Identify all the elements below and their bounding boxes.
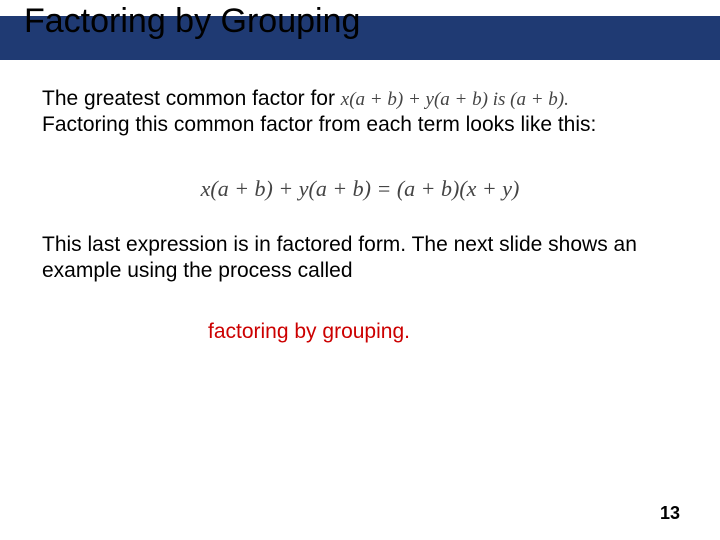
paragraph-2: This last expression is in factored form… xyxy=(42,232,678,285)
para1-prefix: The greatest common factor for xyxy=(42,87,341,110)
display-equation: x(a + b) + y(a + b) = (a + b)(x + y) xyxy=(0,176,720,202)
math-inline-is: is xyxy=(488,89,510,110)
keyword-text: factoring by grouping. xyxy=(208,320,410,344)
paragraph-1: The greatest common factor for x(a + b) … xyxy=(42,86,678,139)
slide-container: Factoring by Grouping The greatest commo… xyxy=(0,0,720,540)
slide-title: Factoring by Grouping xyxy=(24,2,360,41)
math-inline-result: (a + b). xyxy=(510,89,569,110)
page-number: 13 xyxy=(660,503,680,524)
para1-line2: Factoring this common factor from each t… xyxy=(42,113,596,136)
math-inline-expr: x(a + b) + y(a + b) xyxy=(341,89,488,110)
